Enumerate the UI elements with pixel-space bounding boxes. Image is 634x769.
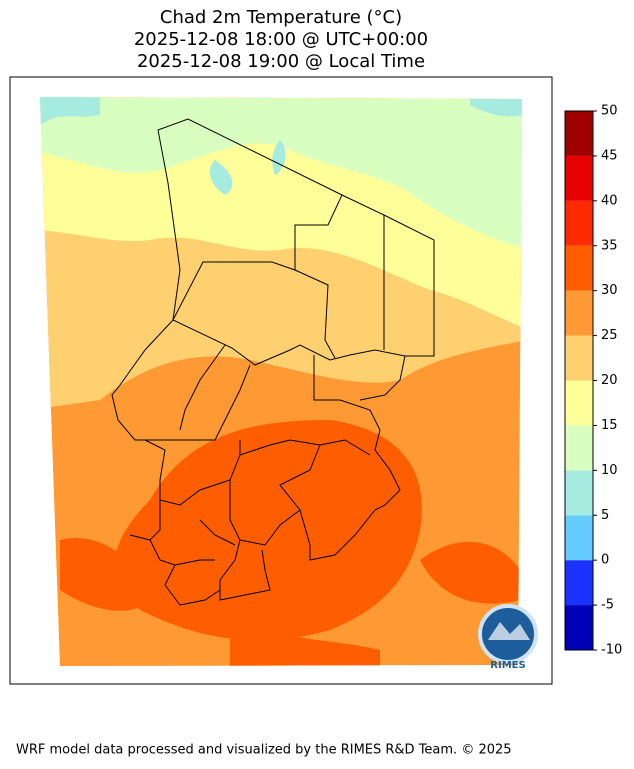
colorbar-tick-label: 0: [601, 553, 609, 568]
temperature-field: [40, 97, 522, 666]
colorbar-bin: [565, 605, 593, 650]
colorbar-tick-label: 50: [601, 104, 618, 119]
logo-text: RIMES: [490, 660, 525, 671]
colorbar-tick-label: 20: [601, 373, 618, 388]
colorbar-tick-label: -10: [601, 643, 622, 658]
colorbar-tick-label: 30: [601, 283, 618, 298]
footer: WRF model data processed and visualized …: [16, 743, 512, 758]
colorbar-tick-label: -5: [601, 598, 614, 613]
colorbar-tick-label: 5: [601, 508, 609, 523]
colorbar-tick-label: 15: [601, 418, 618, 433]
title-line: 2025-12-08 19:00 @ Local Time: [137, 51, 425, 72]
colorbar-bin: [565, 515, 593, 561]
colorbar: -10 -5 0 5 10 15 20 25 30 35 40 45 50: [564, 104, 622, 658]
logo: RIMES: [478, 604, 538, 671]
map: RIMES: [9, 76, 553, 685]
colorbar-tick-label: 45: [601, 148, 618, 163]
colorbar-tick-label: 10: [601, 463, 618, 478]
colorbar-bin: [565, 470, 593, 516]
colorbar-tick-label: 35: [601, 238, 618, 253]
colorbar-bin: [565, 200, 593, 246]
colorbar-bin: [565, 111, 593, 156]
colorbar-bin: [565, 380, 593, 426]
colorbar-tick-label: 25: [601, 328, 618, 343]
colorbar-bin: [565, 290, 593, 336]
colorbar-bin: [565, 155, 593, 201]
colorbar-bin: [565, 245, 593, 291]
map-frame: [9, 76, 553, 685]
title-line: Chad 2m Temperature (°C): [160, 7, 402, 28]
colorbar-bin: [565, 335, 593, 381]
title-line: 2025-12-08 18:00 @ UTC+00:00: [134, 29, 428, 50]
colorbar-bin: [565, 425, 593, 471]
colorbar-bin: [565, 560, 593, 606]
borders: [111, 118, 435, 606]
colorbar-tick-label: 40: [601, 193, 618, 208]
